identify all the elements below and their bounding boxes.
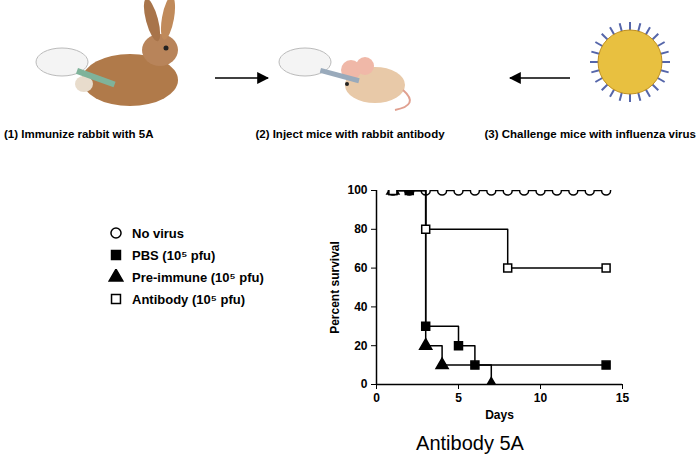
html-text:Antibody 5A: Antibody 5A: [416, 432, 524, 454]
svg-text:0: 0: [361, 377, 368, 391]
html-text:PBS (10⁵ pfu): PBS (10⁵ pfu): [132, 247, 216, 263]
html-text:No virus: No virus: [132, 225, 184, 241]
svg-text:100: 100: [347, 183, 367, 197]
svg-text:20: 20: [354, 339, 368, 353]
svg-text:(2) Inject mice with rabbit an: (2) Inject mice with rabbit antibody: [255, 128, 445, 140]
svg-text:(1) Immunize rabbit with 5A: (1) Immunize rabbit with 5A: [4, 128, 154, 140]
svg-text:0: 0: [373, 391, 380, 405]
svg-text:10: 10: [534, 391, 548, 405]
svg-text:(3) Challenge mice with influe: (3) Challenge mice with influenza virus: [484, 128, 696, 140]
html-text:Pre-immune (10⁵ pfu): Pre-immune (10⁵ pfu): [132, 269, 264, 285]
svg-text:40: 40: [354, 300, 368, 314]
html-text:Antibody (10⁵ pfu): Antibody (10⁵ pfu): [132, 291, 245, 307]
svg-text:60: 60: [354, 261, 368, 275]
svg-text:15: 15: [616, 391, 630, 405]
svg-text:80: 80: [354, 222, 368, 236]
svg-text:Days: Days: [485, 408, 514, 422]
svg-text:Percent survival: Percent survival: [328, 241, 342, 334]
svg-text:5: 5: [455, 391, 462, 405]
